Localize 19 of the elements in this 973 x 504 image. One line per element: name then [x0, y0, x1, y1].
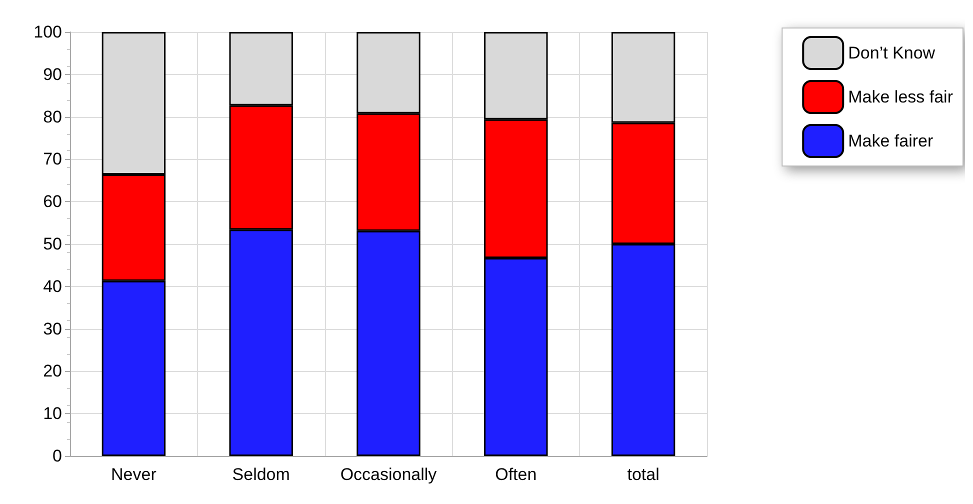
- y-tick-label: 70: [43, 150, 62, 169]
- y-tick-label: 80: [43, 107, 62, 126]
- y-tick-label: 40: [43, 276, 62, 296]
- y-tick-label: 30: [43, 319, 62, 338]
- x-tick-label: Often: [495, 465, 537, 484]
- y-tick-label: 50: [43, 234, 62, 254]
- x-tick-label: Seldom: [232, 465, 290, 484]
- y-tick-label: 20: [43, 362, 62, 381]
- y-tick-label: 60: [43, 192, 62, 212]
- x-tick-label: Never: [111, 465, 157, 484]
- x-tick-label: total: [627, 465, 660, 484]
- legend-label: Make fairer: [848, 132, 934, 150]
- y-tick-label: 100: [34, 22, 62, 42]
- y-tick-label: 10: [43, 404, 62, 424]
- legend-label: Don’t Know: [848, 44, 936, 62]
- legend-label: Make less fair: [848, 88, 954, 106]
- y-tick-label: 90: [43, 64, 62, 84]
- y-tick-label: 0: [52, 446, 62, 466]
- x-tick-label: Occasionally: [340, 465, 438, 484]
